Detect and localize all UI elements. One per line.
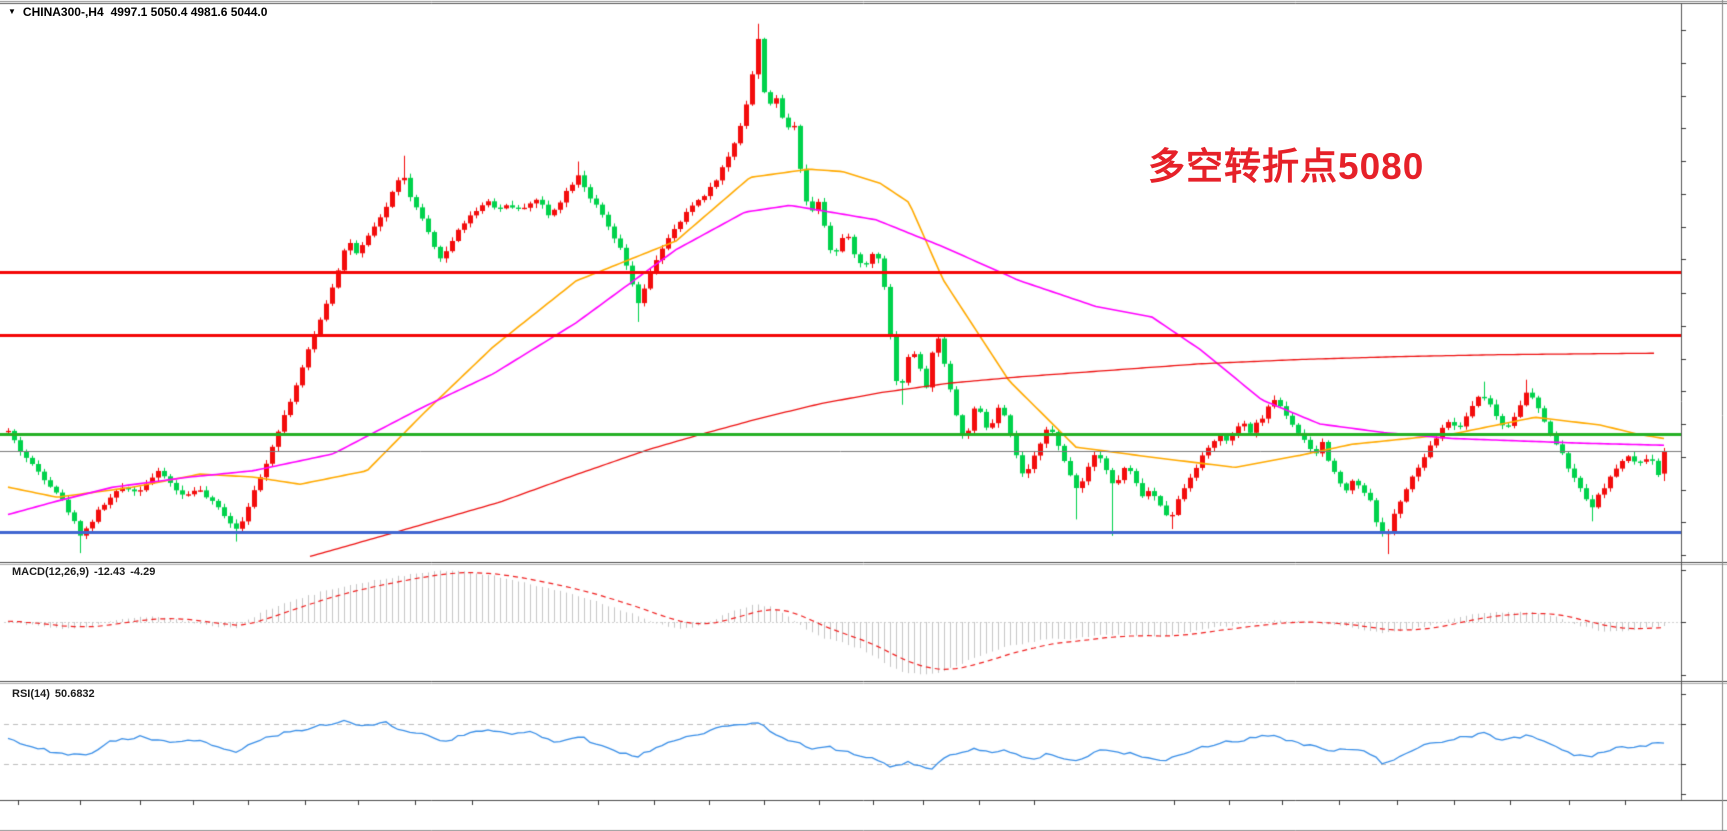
- price-axis[interactable]: 5918.05850.05782.05714.05646.05578.05510…: [1681, 0, 1727, 800]
- macd-value-signal: -4.29: [130, 566, 156, 578]
- rsi-indicator-label: RSI(14) 50.6832: [12, 688, 95, 700]
- time-axis[interactable]: 3 Dec 20209 Dec 05:0015 Dec 05:0021 Dec …: [0, 800, 1727, 831]
- rsi-value: 50.6832: [54, 688, 95, 700]
- macd-indicator-label: MACD(12,26,9) -12.43 -4.29: [12, 566, 155, 578]
- ohlc-values: 4997.1 5050.4 4981.6 5044.0: [110, 5, 268, 19]
- symbol-title-overlay: ▼ CHINA300-,H4 4997.1 5050.4 4981.6 5044…: [8, 5, 267, 19]
- symbol-period-label: CHINA300-,H4: [22, 5, 104, 19]
- annotation-text: 多空转折点5080: [1148, 146, 1425, 187]
- rsi-name: RSI(14): [12, 688, 50, 700]
- macd-value-main: -12.43: [94, 566, 126, 578]
- chevron-down-icon[interactable]: ▼: [8, 7, 16, 16]
- macd-name: MACD(12,26,9): [12, 566, 90, 578]
